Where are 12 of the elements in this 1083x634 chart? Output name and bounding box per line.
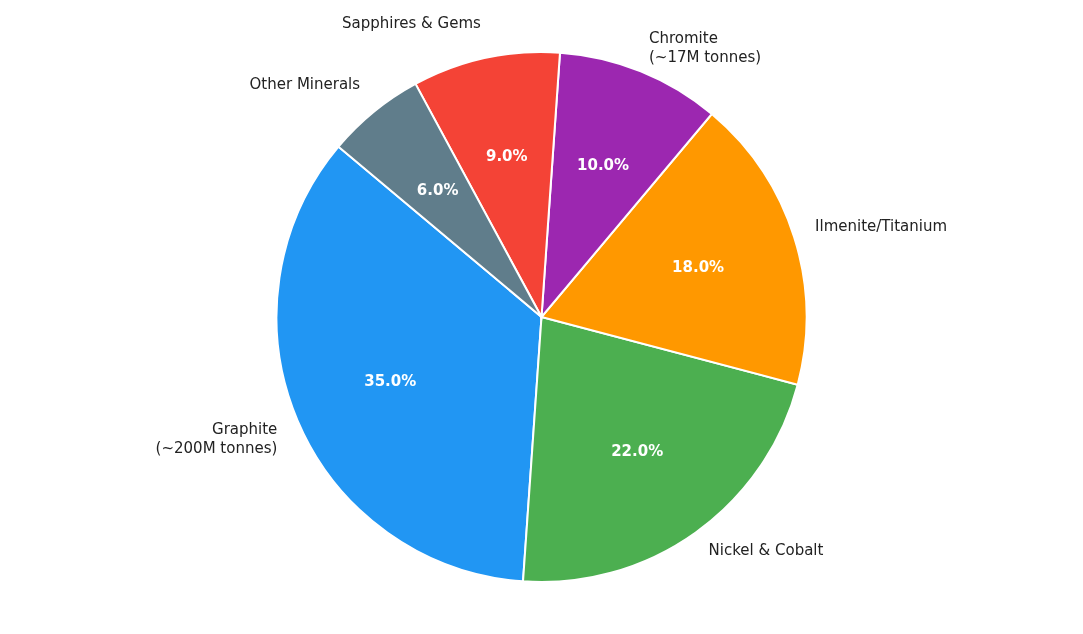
- slice-label: Ilmenite/Titanium: [815, 216, 948, 235]
- data-label: 6.0%: [416, 180, 459, 199]
- slice-label: Other Minerals: [249, 74, 361, 93]
- slice-label: Sapphires & Gems: [342, 13, 482, 32]
- data-label: 22.0%: [611, 441, 664, 460]
- slice-label: Chromite (~17M tonnes): [649, 28, 762, 66]
- data-label: 9.0%: [485, 147, 528, 166]
- data-label: 10.0%: [577, 155, 630, 174]
- data-label: 18.0%: [672, 258, 725, 277]
- slice-label: Nickel & Cobalt: [708, 541, 824, 560]
- slice-label: Graphite (~200M tonnes): [155, 420, 278, 458]
- data-label: 35.0%: [364, 372, 417, 391]
